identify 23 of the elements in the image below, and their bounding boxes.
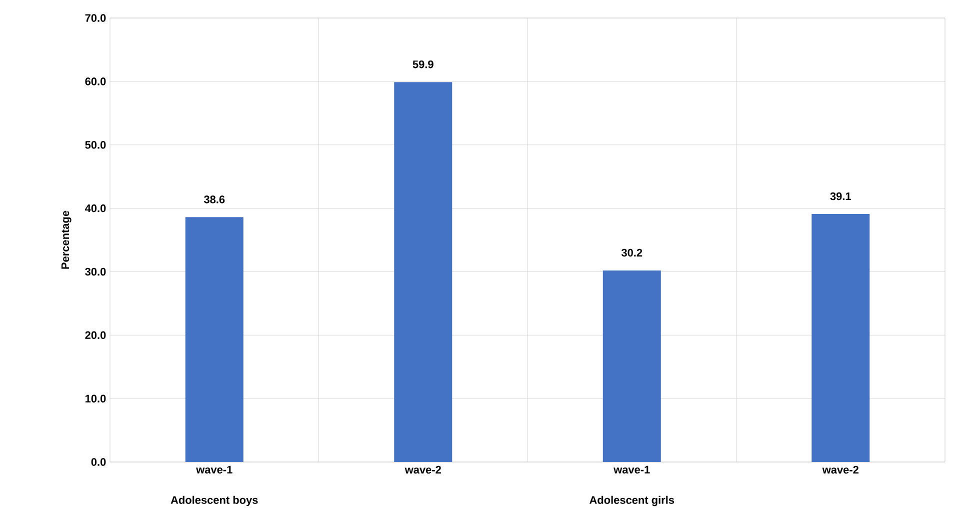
y-tick-label: 0.0: [91, 458, 106, 466]
x-tick-label: wave-2: [822, 466, 858, 474]
y-tick-label: 40.0: [84, 204, 106, 212]
y-tick-label: 20.0: [85, 331, 106, 340]
y-tick-label: 60.0: [85, 78, 106, 86]
text: Adolescent boys: [170, 496, 258, 506]
x-tick-label: wave-2: [404, 466, 441, 474]
y-axis-title: Percentage: [61, 210, 72, 269]
text: Adolescent girls: [590, 496, 674, 506]
y-tick-label: 70.0: [85, 14, 106, 22]
data-label: 38.6: [204, 196, 225, 204]
bar: [185, 217, 244, 462]
bar: [602, 270, 661, 462]
data-label: 59.9: [412, 60, 434, 68]
data-label: 30.2: [621, 248, 642, 257]
y-tick-label: 10.0: [86, 394, 106, 402]
x-tick-label: wave-1: [196, 466, 232, 474]
bar: [394, 82, 452, 462]
y-tick-label: 30.0: [85, 268, 106, 276]
y-tick-label: 50.0: [85, 140, 106, 149]
x-tick-label: wave-1: [614, 466, 650, 474]
bar: [812, 214, 870, 462]
data-label: 39.1: [830, 192, 851, 200]
